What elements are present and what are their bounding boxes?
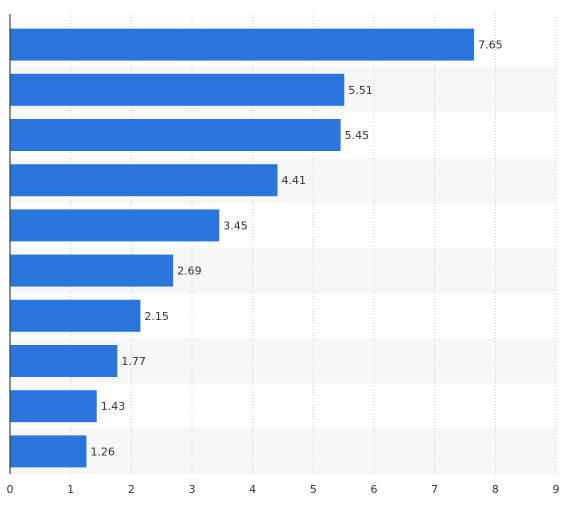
bar-value-label: 4.41 (282, 174, 307, 187)
x-tick-label: 8 (492, 483, 499, 496)
bar (10, 299, 141, 332)
x-tick-label: 9 (553, 483, 560, 496)
bar (10, 345, 118, 377)
data-labels: 7.65 5.51 5.45 4.41 3.45 2.69 2.15 1.77 1.43 1.26 (90, 39, 502, 459)
bar (10, 254, 174, 287)
bar (10, 164, 278, 197)
x-tick-label: 3 (189, 483, 196, 496)
bar-value-label: 2.15 (144, 310, 169, 323)
x-tick-label: 0 (7, 483, 14, 496)
bar (10, 28, 475, 61)
bar-value-label: 1.43 (101, 400, 126, 413)
row-band (10, 428, 556, 474)
x-tick-label: 1 (67, 483, 74, 496)
bar-value-label: 3.45 (223, 219, 248, 232)
bar (10, 390, 97, 423)
x-tick-label: 6 (371, 483, 378, 496)
x-tick-label: 5 (310, 483, 317, 496)
bar-value-label: 5.45 (345, 129, 370, 142)
bar-value-label: 2.69 (177, 265, 202, 278)
bar (10, 73, 345, 106)
row-bands (10, 67, 556, 474)
x-axis-ticks: 0 1 2 3 4 5 6 7 8 9 (7, 483, 560, 496)
x-tick-label: 4 (249, 483, 256, 496)
x-tick-label: 2 (128, 483, 135, 496)
bar-value-label: 7.65 (478, 39, 503, 52)
bar-value-label: 1.77 (121, 355, 146, 368)
bar-value-label: 5.51 (348, 84, 373, 97)
bar-value-label: 1.26 (90, 445, 115, 458)
x-tick-label: 7 (431, 483, 438, 496)
bar (10, 119, 341, 151)
bars (10, 28, 475, 468)
bar (10, 435, 87, 468)
bar (10, 209, 220, 242)
